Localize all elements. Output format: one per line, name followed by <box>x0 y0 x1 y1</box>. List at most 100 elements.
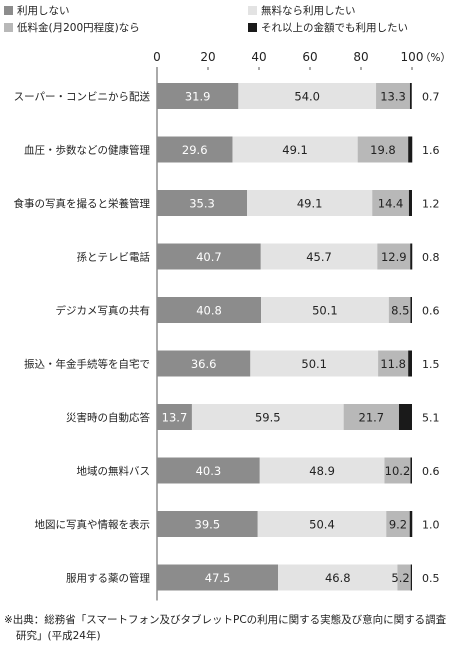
bar-segment <box>157 243 261 270</box>
bar-segment <box>191 404 344 430</box>
category-label: 血圧・歩数などの健康管理 <box>24 144 150 157</box>
category-label: 振込・年金手続等を自宅で <box>24 358 150 371</box>
bar-segment <box>397 564 411 591</box>
legend-item: 利用しない <box>4 3 70 18</box>
data-label: 1.2 <box>422 198 440 211</box>
x-tick-label: 0 <box>153 50 161 64</box>
bar-segment <box>410 457 412 484</box>
bar-segment <box>357 136 409 163</box>
data-label: 36.6 <box>191 357 217 371</box>
category-label: 食事の写真を撮ると栄養管理 <box>14 197 151 210</box>
data-label: 45.7 <box>306 250 332 264</box>
category-label: 服用する薬の管理 <box>66 572 150 585</box>
category-label: 災害時の自動応答 <box>66 411 150 424</box>
data-label: 46.8 <box>325 571 351 585</box>
bar-segment <box>260 243 378 270</box>
category-label: 孫とテレビ電話 <box>77 251 151 264</box>
bar-segment <box>157 457 260 484</box>
data-label: 12.9 <box>381 250 407 264</box>
legend-swatch <box>248 6 257 15</box>
data-label: 40.3 <box>196 464 222 478</box>
legend-label: 利用しない <box>17 5 70 17</box>
data-label: 13.3 <box>380 90 406 104</box>
x-tick-label: 40 <box>251 50 266 64</box>
bar-segment <box>408 136 413 163</box>
data-label: 39.5 <box>195 518 221 532</box>
bar-segment <box>157 297 262 323</box>
category-label: デジカメ写真の共有 <box>56 304 151 317</box>
bar-segment <box>386 511 410 537</box>
data-label: 29.6 <box>182 143 208 157</box>
bar-segment <box>410 243 413 270</box>
legend-label: それ以上の金額でも利用したい <box>261 22 408 34</box>
source-footnote: ※出典：総務省「スマートフォン及びタブレットPCの利用に関する実態及び意向に関す… <box>4 614 447 642</box>
x-unit-label: （%） <box>420 52 451 64</box>
data-label: 0.6 <box>422 305 440 318</box>
data-label: 47.5 <box>205 571 231 585</box>
bar-segment <box>261 297 389 323</box>
x-tick-label: 80 <box>353 50 368 64</box>
x-tick-label: 20 <box>200 50 215 64</box>
bar-segment <box>409 511 413 537</box>
bar-segment <box>157 136 233 163</box>
data-label: 1.0 <box>422 519 440 532</box>
data-label: 0.8 <box>422 251 440 264</box>
bar-segment <box>259 457 385 484</box>
category-label: 地図に写真や情報を表示 <box>35 518 151 531</box>
bar-segment <box>409 83 412 109</box>
data-label: 1.5 <box>422 358 440 371</box>
bar-segment <box>372 190 409 216</box>
legend-swatch <box>248 23 257 32</box>
data-label: 59.5 <box>255 411 281 425</box>
data-label: 21.7 <box>359 411 385 425</box>
bar-segment <box>378 350 409 377</box>
bar-segment <box>257 511 387 537</box>
data-label: 35.3 <box>189 197 215 211</box>
data-label: 8.5 <box>391 304 409 318</box>
data-label: 0.6 <box>422 465 440 478</box>
bar-segment <box>157 404 192 430</box>
bar-segment <box>157 83 239 109</box>
bar-segment <box>157 511 258 537</box>
data-label: 0.5 <box>422 572 440 585</box>
data-label: 50.4 <box>309 518 335 532</box>
bar-segment <box>247 190 373 216</box>
x-tick-label: 100 <box>401 50 424 64</box>
bar-segment <box>250 350 379 377</box>
data-label: 0.7 <box>422 91 440 104</box>
bar-segment <box>232 136 358 163</box>
legend-item: 無料なら利用したい <box>248 3 356 18</box>
data-label: 49.1 <box>297 197 323 211</box>
chart-legend: 利用しない 無料なら利用したい低料金(月200円程度)なら それ以上の金額でも利用し… <box>0 0 452 40</box>
bar-segment <box>408 190 412 216</box>
category-label: 地域の無料バス <box>77 465 151 478</box>
bar-segment <box>157 564 279 591</box>
data-label: 31.9 <box>185 90 211 104</box>
data-label: 9.2 <box>389 518 407 532</box>
data-label: 19.8 <box>370 143 396 157</box>
bar-segment <box>408 350 412 377</box>
legend-label: 無料なら利用したい <box>261 5 356 17</box>
legend-label: 低料金(月200円程度)なら <box>17 22 140 34</box>
x-tick-label: 60 <box>302 50 317 64</box>
data-label: 10.2 <box>385 464 411 478</box>
data-label: 50.1 <box>312 304 338 318</box>
bar-segment <box>157 190 248 216</box>
category-label: スーパー・コンビニから配送 <box>14 90 151 103</box>
bar-segment <box>388 297 411 323</box>
data-label: 5.1 <box>422 412 440 425</box>
data-label: 40.7 <box>196 250 222 264</box>
data-label: 13.7 <box>162 411 188 425</box>
bar-segment <box>278 564 398 591</box>
data-label: 5.2 <box>391 571 409 585</box>
data-label: 11.8 <box>380 357 406 371</box>
bar-segment <box>343 404 399 430</box>
legend-swatch <box>4 23 13 32</box>
data-label: 14.4 <box>378 197 404 211</box>
bar-segment <box>377 243 411 270</box>
data-label: 48.9 <box>309 464 335 478</box>
bar-segment <box>384 457 411 484</box>
bar-segment <box>157 350 251 377</box>
bar-segment <box>410 564 412 591</box>
legend-item: それ以上の金額でも利用したい <box>248 20 408 35</box>
